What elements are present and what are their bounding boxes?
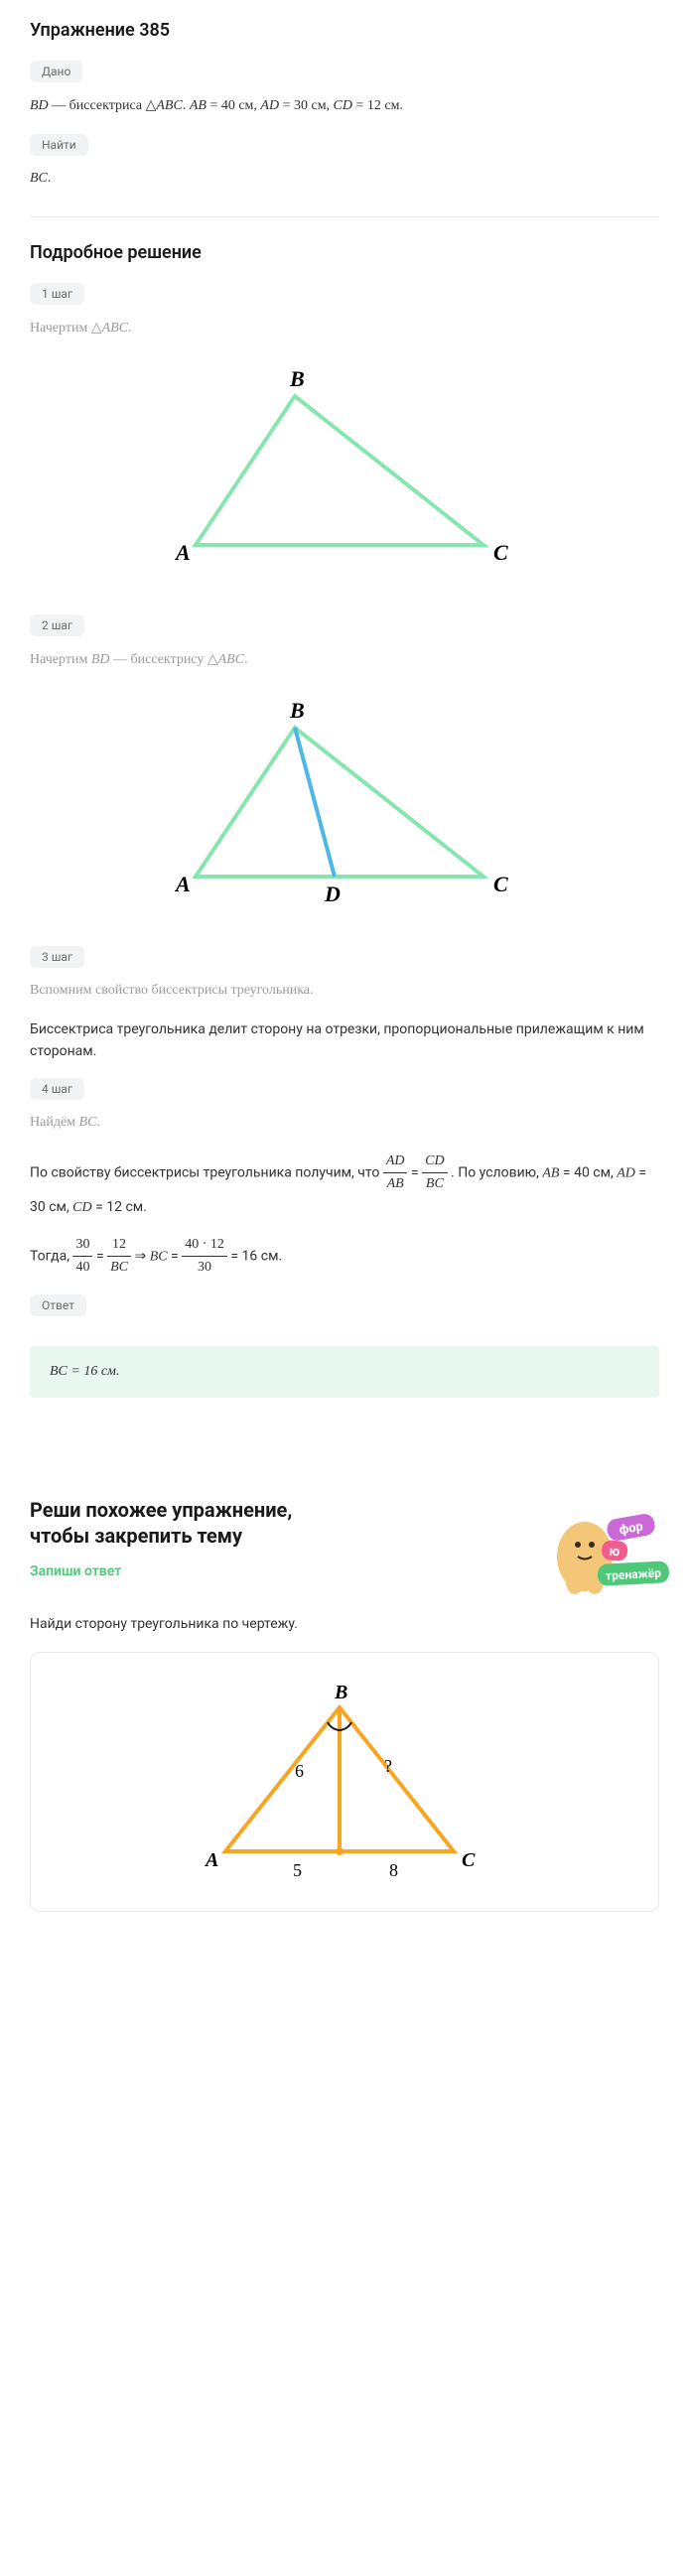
answer-badge: Ответ	[30, 1294, 86, 1316]
label-c2: C	[493, 872, 508, 896]
fraction-cd-bc: CD BC	[422, 1151, 447, 1196]
val-right-bottom: 8	[389, 1860, 398, 1880]
label-a1: A	[174, 540, 191, 565]
given-badge: Дано	[30, 61, 82, 82]
step3-body: Биссектриса треугольника делит сторону н…	[30, 1018, 659, 1063]
step2-text: Начертим BD — биссектрису △ABC.	[30, 651, 659, 668]
step4-badge: 4 шаг	[30, 1078, 84, 1100]
step4-prefix: По свойству биссектрисы треугольника пол…	[30, 1164, 383, 1180]
given-content: BD — биссектриса △ABC. AB = 40 см, AD = …	[30, 97, 659, 114]
svg-text:ю: ю	[609, 1544, 620, 1559]
label-d2: D	[324, 881, 341, 906]
svg-text:тренажёр: тренажёр	[606, 1565, 662, 1582]
label-a2: A	[174, 872, 191, 896]
label-b3: B	[334, 1683, 347, 1703]
step1-text: Начертим △ABC.	[30, 320, 659, 337]
step3-text: Вспомним свойство биссектрисы треугольни…	[30, 983, 659, 999]
triangle2-svg: A B C D	[166, 698, 523, 916]
figure1-container: A B C	[30, 366, 659, 585]
val-left-bottom: 5	[293, 1860, 302, 1880]
step2-badge: 2 шаг	[30, 614, 84, 636]
triangle1-svg: A B C	[166, 366, 523, 585]
val-left-side: 6	[295, 1761, 304, 1781]
label-c3: C	[462, 1849, 476, 1871]
triangle3-svg: A B C 5 8 6 ?	[196, 1683, 493, 1881]
label-a3: A	[204, 1849, 218, 1871]
step3-badge: 3 шаг	[30, 946, 84, 968]
trainer-section: Реши похожее упражнение, чтобы закрепить…	[30, 1457, 659, 1912]
fraction-ad-ab: AD AB	[383, 1151, 408, 1196]
answer-box: BC = 16 см.	[30, 1346, 659, 1398]
label-c1: C	[493, 540, 508, 565]
step1-badge: 1 шаг	[30, 283, 84, 305]
find-badge: Найти	[30, 134, 88, 156]
step4-text: Найдём BC.	[30, 1115, 659, 1131]
step4-calc: Тогда, 30 40 = 12 BC ⇒ BC = 40 · 12 30 =…	[30, 1234, 659, 1280]
question-text: Найди сторону треугольника по чертежу.	[30, 1616, 659, 1632]
trainer-title: Реши похожее упражнение, чтобы закрепить…	[30, 1497, 292, 1549]
fraction-12-bc: 12 BC	[107, 1234, 131, 1280]
fraction-final: 40 · 12 30	[182, 1234, 227, 1280]
label-b2: B	[289, 698, 305, 723]
label-b1: B	[289, 366, 305, 391]
mascot: фор ю тренажёр	[540, 1497, 659, 1596]
step4-body: По свойству биссектрисы треугольника пол…	[30, 1151, 659, 1219]
figure2-container: A B C D	[30, 698, 659, 916]
fraction-30-40: 30 40	[72, 1234, 92, 1280]
find-content: BC.	[30, 171, 659, 187]
question-figure: A B C 5 8 6 ?	[30, 1652, 659, 1912]
val-right-side: ?	[384, 1756, 392, 1776]
trainer-subtitle[interactable]: Запиши ответ	[30, 1563, 292, 1579]
exercise-title: Упражнение 385	[30, 20, 659, 41]
solution-subtitle: Подробное решение	[30, 216, 659, 263]
